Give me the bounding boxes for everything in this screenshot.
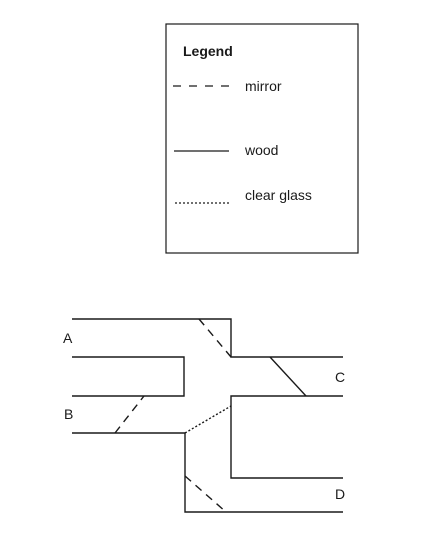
legend-wood-label: wood [244, 142, 278, 158]
legend-title: Legend [183, 43, 233, 59]
clear-glass-pane [184, 405, 232, 434]
legend-clear-glass-label: clear glass [245, 187, 312, 203]
legend-frame [165, 23, 359, 254]
mirror-left [114, 395, 145, 434]
label-a: A [63, 330, 73, 346]
wood-wall-a-lower [72, 356, 185, 397]
mirror-top [198, 318, 232, 358]
wood-wall-b-lower [72, 432, 343, 513]
label-b: B [64, 406, 73, 422]
label-d: D [335, 486, 345, 502]
wood-wall-middle [230, 395, 343, 479]
mirror-bottom [184, 475, 227, 513]
legend: Legend mirror wood clear glass [165, 23, 359, 254]
channel-diagram [72, 318, 343, 513]
legend-mirror-label: mirror [245, 78, 282, 94]
wood-divider-c [269, 356, 307, 397]
label-c: C [335, 369, 345, 385]
wood-wall-top [72, 318, 343, 358]
